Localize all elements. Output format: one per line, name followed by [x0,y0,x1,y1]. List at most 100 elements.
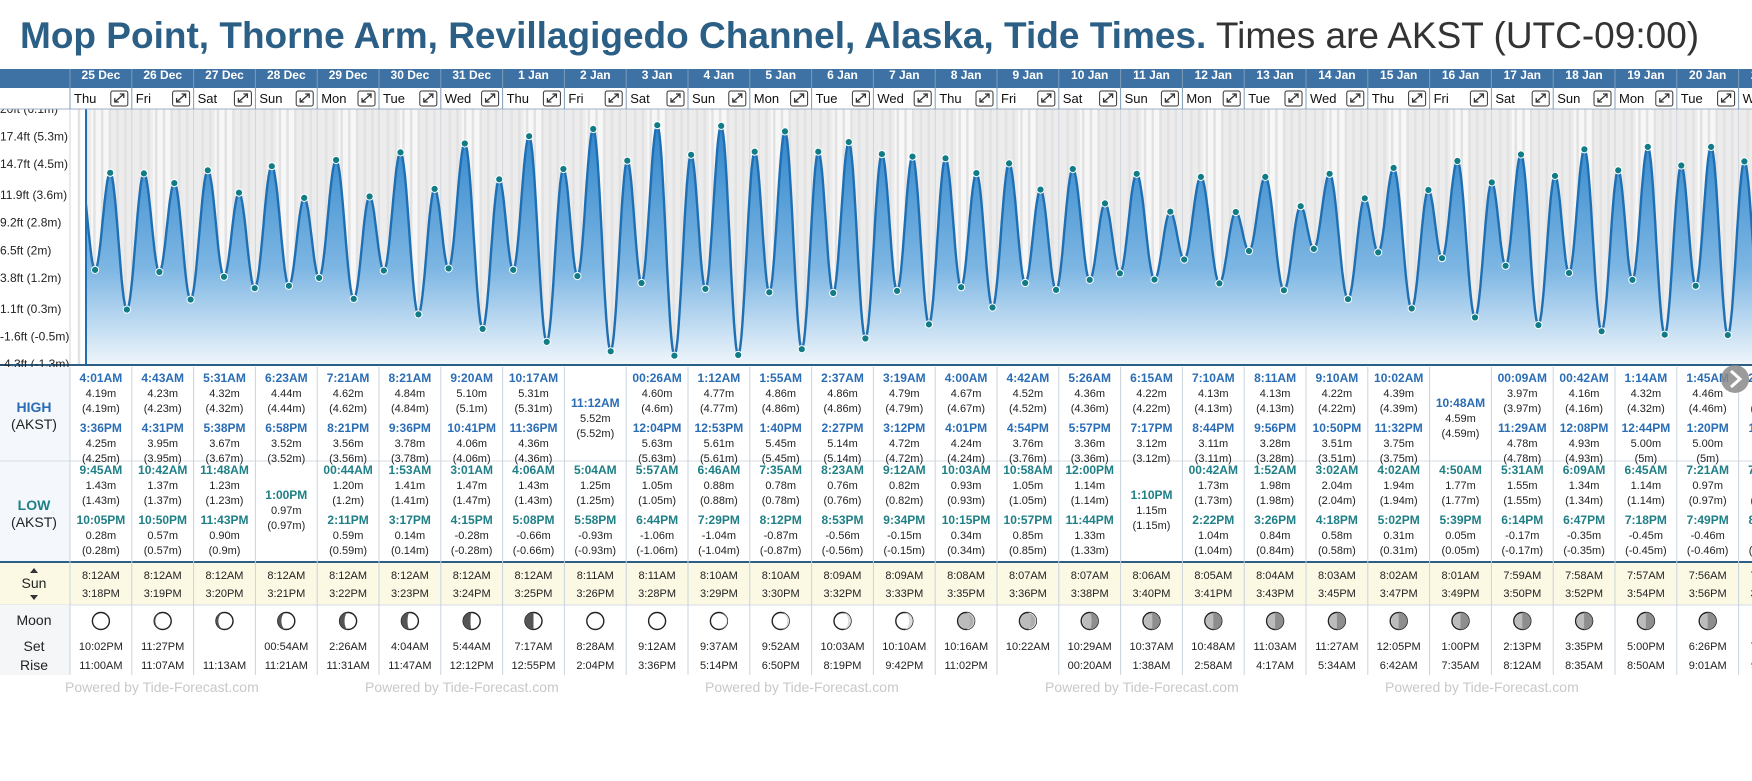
expand-day-button[interactable] [1717,90,1736,107]
expand-day-button[interactable] [728,90,747,107]
hour-stripe [579,109,583,364]
expand-day-button[interactable] [1655,90,1674,107]
weekday-label: Thu [939,91,961,106]
high-tide-point [1296,202,1305,211]
high-tide-height: 3.36m [1074,438,1105,450]
sunrise-time: 8:10AM [762,570,800,582]
low-tide-height-alt: (0.84m) [1256,545,1294,557]
high-tide-time: 9:56PM [1254,421,1296,435]
moonset-time: 10:29AM [1068,641,1112,653]
expand-day-button[interactable] [1531,90,1550,107]
expand-icon [1102,93,1114,103]
weekday-label: Sun [1557,91,1580,106]
weekday-label: Tue [816,91,838,106]
sunrise-time: 8:08AM [947,570,985,582]
hour-stripe [572,109,575,364]
expand-day-button[interactable] [357,90,376,107]
expand-day-button[interactable] [1469,90,1488,107]
expand-day-button[interactable] [1160,90,1179,107]
moonset-time: 11:03AM [1253,641,1296,653]
high-tide-point [1132,169,1141,178]
y-tick-label: 1.1ft (0.3m) [0,302,61,316]
low-tide-point [1085,275,1094,284]
low-tide-time: 5:08PM [512,513,554,527]
high-tide-time: 4:00AM [945,371,988,385]
weekday-label: Tue [1681,91,1703,106]
low-tide-time: 00:42AM [1189,463,1238,477]
high-tide-time: 4:43AM [141,371,184,385]
expand-day-button[interactable] [233,90,252,107]
expand-day-button[interactable] [790,90,809,107]
low-tide-height: -0.46m [1691,530,1725,542]
expand-day-button[interactable] [1037,90,1056,107]
high-tide-height-alt: (4.13m) [1194,403,1232,415]
sunrise-time: 8:09AM [885,570,923,582]
low-tide-height: 0.05m [1445,530,1476,542]
low-tide-time: 6:14PM [1501,513,1543,527]
expand-day-button[interactable] [1408,90,1427,107]
hour-stripe [1723,109,1726,364]
low-tide-height-alt: (0.88m) [700,495,738,507]
low-tide-time: 4:50AM [1439,463,1482,477]
low-tide-time: 8:12PM [760,513,802,527]
hour-stripe [286,109,289,364]
expand-day-button[interactable] [1593,90,1612,107]
moonrise-time: 11:47AM [388,660,431,672]
high-tide-point [365,192,374,201]
expand-day-button[interactable] [666,90,685,107]
expand-day-button[interactable] [851,90,870,107]
low-tide-time: 1:10PM [1130,488,1172,502]
high-tide-time: 10:50PM [1313,421,1362,435]
high-tide-time: 00:42AM [1559,371,1608,385]
high-tide-height-alt: (4.59m) [1442,428,1480,440]
low-tide-height-alt: (1.47m) [453,495,491,507]
low-tide-height: 1.73m [1198,480,1229,492]
expand-day-button[interactable] [419,90,438,107]
expand-day-button[interactable] [1284,90,1303,107]
expand-day-button[interactable] [110,90,129,107]
moonset-time: 10:10AM [882,641,926,653]
low-tide-time: 10:05PM [77,513,126,527]
sunrise-time: 8:03AM [1318,570,1356,582]
expand-day-button[interactable] [1099,90,1118,107]
sunset-time: 3:40PM [1133,588,1171,600]
high-tide-point [396,148,405,157]
expand-day-button[interactable] [172,90,191,107]
expand-day-button[interactable] [975,90,994,107]
y-tick-label: 9.2ft (2.8m) [0,216,61,230]
low-tide-height-alt: (0.05m) [1442,545,1480,557]
low-tide-height: 1.98m [1260,480,1291,492]
low-tide-height-alt: (1.55m) [1503,495,1541,507]
low-tide-point [797,345,806,354]
scroll-right-button[interactable] [1721,365,1749,393]
high-tide-point [1005,159,1014,168]
expand-day-button[interactable] [295,90,314,107]
high-tide-time: 2:27PM [821,421,863,435]
date-label: 20 Jan [1689,69,1726,82]
high-row-label: HIGH [17,399,52,415]
expand-day-button[interactable] [481,90,500,107]
sun-row-toggle[interactable]: Sun [22,568,47,600]
low-tide-time: 5:31AM [1501,463,1544,477]
high-tide-height-alt: (3.11m) [1195,453,1232,465]
hour-stripe [641,109,645,364]
tide-times-background [0,367,1752,563]
low-tide-time: 9:12AM [883,463,926,477]
high-tide-point [653,121,662,130]
sunset-time: 3:38PM [1071,588,1109,600]
y-tick-label: 3.8ft (1.2m) [0,271,61,285]
hour-stripe [1213,109,1216,364]
expand-day-button[interactable] [913,90,932,107]
moonset-time: 5:44AM [453,641,491,653]
high-tide-time: 8:11AM [1254,371,1296,385]
hour-stripe [1027,109,1031,364]
high-tide-height: 4.32m [209,388,240,400]
hour-stripe [1661,109,1664,364]
expand-day-button[interactable] [1346,90,1365,107]
sunrise-time: 8:12AM [329,570,367,582]
expand-day-button[interactable] [1222,90,1241,107]
low-tide-height-alt: (0.97m) [267,520,305,532]
high-tide-height: 4.59m [1445,413,1476,425]
expand-day-button[interactable] [604,90,623,107]
expand-day-button[interactable] [542,90,561,107]
